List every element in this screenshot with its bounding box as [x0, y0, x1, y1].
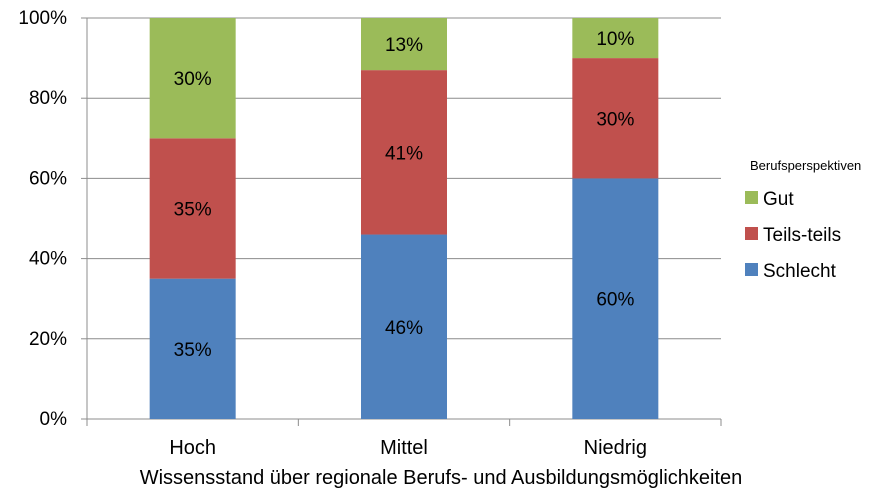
data-label: 35%	[174, 199, 212, 220]
data-label: 41%	[385, 143, 423, 164]
legend-title: Berufsperspektiven	[750, 158, 861, 173]
bar-segment-gut	[572, 18, 659, 59]
data-label: 35%	[174, 340, 212, 361]
legend-swatch	[745, 227, 758, 240]
y-tick-label: 40%	[29, 249, 67, 270]
legend-label: Gut	[763, 189, 794, 210]
y-tick-label: 100%	[18, 8, 67, 29]
legend-swatch	[745, 191, 758, 204]
bar-segment-gut	[361, 18, 447, 71]
bar-segment-teils-teils	[572, 58, 659, 179]
bars	[149, 18, 659, 419]
bar-segment-schlecht	[149, 278, 236, 419]
data-label: 30%	[174, 69, 212, 90]
legend: Berufsperspektiven Gut Teils-teils Schlech…	[745, 158, 861, 282]
bar-segment-schlecht	[361, 234, 447, 419]
data-label: 10%	[596, 29, 634, 50]
legend-label: Teils-teils	[763, 225, 841, 246]
data-label: 60%	[596, 290, 634, 311]
y-tick-label: 20%	[29, 329, 67, 350]
data-label: 30%	[596, 109, 634, 130]
bar-segment-schlecht	[572, 178, 659, 419]
bar-segment-teils-teils	[361, 70, 447, 235]
x-tick-label: Niedrig	[584, 437, 647, 459]
legend-label: Schlecht	[763, 261, 837, 282]
y-tick-label: 60%	[29, 168, 67, 189]
y-tick-label: 0%	[40, 409, 68, 430]
y-tick-label: 80%	[29, 88, 67, 109]
data-label: 13%	[385, 35, 423, 56]
legend-swatch	[745, 263, 758, 276]
x-tick-label: Hoch	[169, 437, 216, 459]
axes: 0% 20% 40% 60% 80% 100% Hoch Mittel Niedrig	[18, 8, 722, 459]
x-tick-label: Mittel	[380, 437, 428, 459]
x-axis-title: Wissensstand über regionale Berufs- und …	[140, 467, 743, 489]
bar-segment-gut	[149, 18, 236, 139]
data-labels: 35% 35% 30% 46% 41% 13% 60% 30% 10%	[174, 29, 635, 361]
data-label: 46%	[385, 318, 423, 339]
bar-segment-teils-teils	[149, 138, 236, 279]
